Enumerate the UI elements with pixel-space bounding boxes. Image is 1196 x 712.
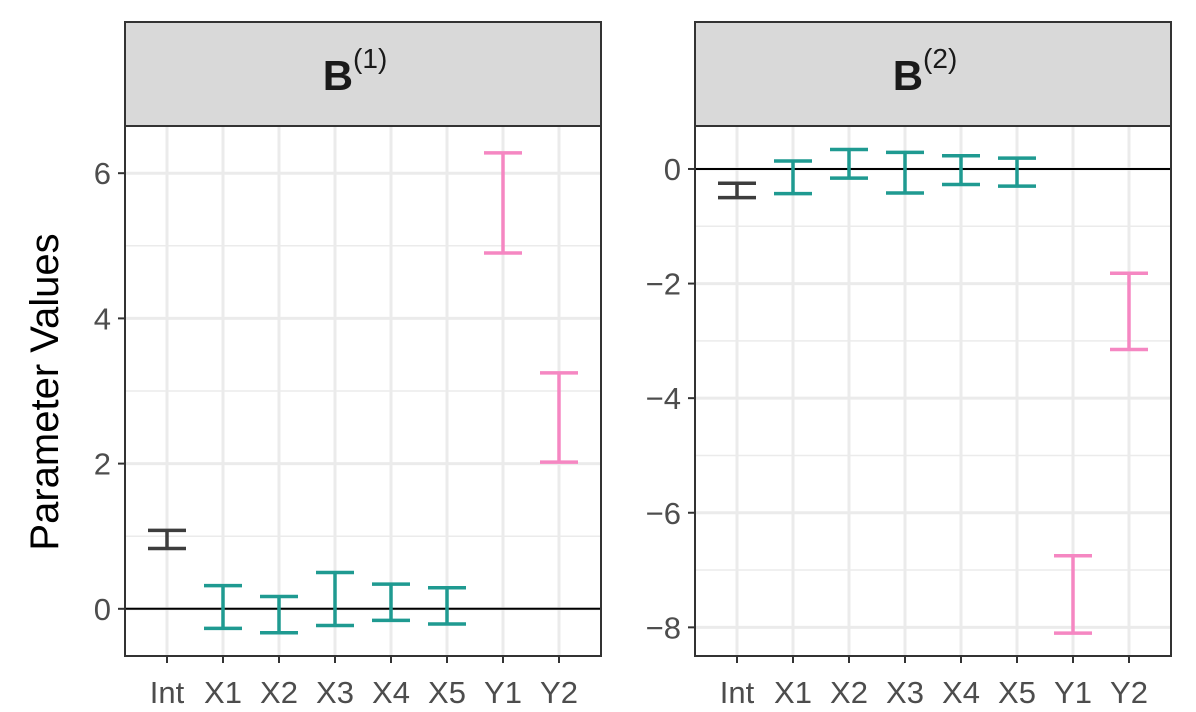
y-axis-title: Parameter Values	[23, 233, 67, 550]
errorbar-x4	[372, 582, 410, 623]
y-tick-label: −8	[646, 610, 681, 645]
x-tick-label-x3: X3	[886, 675, 924, 707]
errorbar-x2	[260, 594, 298, 635]
errorbar-x4	[942, 154, 980, 187]
y-tick-label: 0	[664, 152, 681, 187]
errorbar-x5	[428, 586, 466, 626]
y-tick-label: 0	[94, 592, 111, 627]
panel-2: B(2) 0 −2 −4 −6 −8 Int X1 X2 X3 X4 X5 Y1 Y2	[646, 21, 1172, 710]
errorbar-y2	[1110, 271, 1148, 352]
errorbar-y1	[484, 151, 522, 255]
y-tick-label: 2	[94, 447, 111, 482]
errorbar-x5	[998, 156, 1036, 188]
errorbar-y1	[1054, 553, 1092, 635]
x-tick-label-x5: X5	[428, 675, 466, 707]
x-tick-label-y1: Y1	[1054, 675, 1092, 707]
errorbar-x3	[316, 570, 354, 628]
errorbar-y2	[540, 371, 578, 464]
panel-background	[695, 126, 1171, 656]
x-tick-label-x5: X5	[998, 675, 1036, 707]
errorbar-int	[718, 181, 756, 200]
errorbar-x1	[774, 159, 812, 196]
x-tick-label-x4: X4	[942, 675, 980, 707]
errorbar-int	[148, 528, 186, 551]
errorbar-x2	[830, 147, 868, 180]
errorbar-x3	[886, 150, 924, 195]
strip-label-base: B	[323, 52, 353, 99]
y-tick-label: −2	[646, 267, 681, 302]
strip-label-superscript: (1)	[353, 43, 387, 74]
x-tick-label-x1: X1	[204, 675, 242, 707]
x-tick-label-y2: Y2	[540, 675, 578, 707]
panel-strip	[124, 21, 602, 127]
x-tick-label-x1: X1	[774, 675, 812, 707]
panel-strip-label: B(2)	[893, 43, 958, 99]
strip-label-base: B	[893, 52, 923, 99]
x-tick-label-x3: X3	[316, 675, 354, 707]
x-tick-label-int: Int	[720, 675, 755, 707]
y-tick-label: −4	[646, 381, 681, 416]
x-tick-label-int: Int	[150, 675, 185, 707]
errorbar-x1	[204, 583, 242, 631]
x-tick-label-y1: Y1	[484, 675, 522, 707]
strip-label-superscript: (2)	[923, 43, 957, 74]
x-tick-label-x2: X2	[260, 675, 298, 707]
x-tick-label-x2: X2	[830, 675, 868, 707]
panel-strip	[694, 21, 1172, 127]
x-tick-label-y2: Y2	[1110, 675, 1148, 707]
y-tick-label: 4	[94, 301, 111, 336]
y-tick-label: −6	[646, 496, 681, 531]
panel-strip-label: B(1)	[323, 43, 388, 99]
y-tick-label: 6	[94, 156, 111, 191]
panel-1: B(1) 0 2 4 6 Int X1 X2 X3 X4 X5 Y1 Y2	[94, 21, 602, 710]
x-tick-label-x4: X4	[372, 675, 410, 707]
